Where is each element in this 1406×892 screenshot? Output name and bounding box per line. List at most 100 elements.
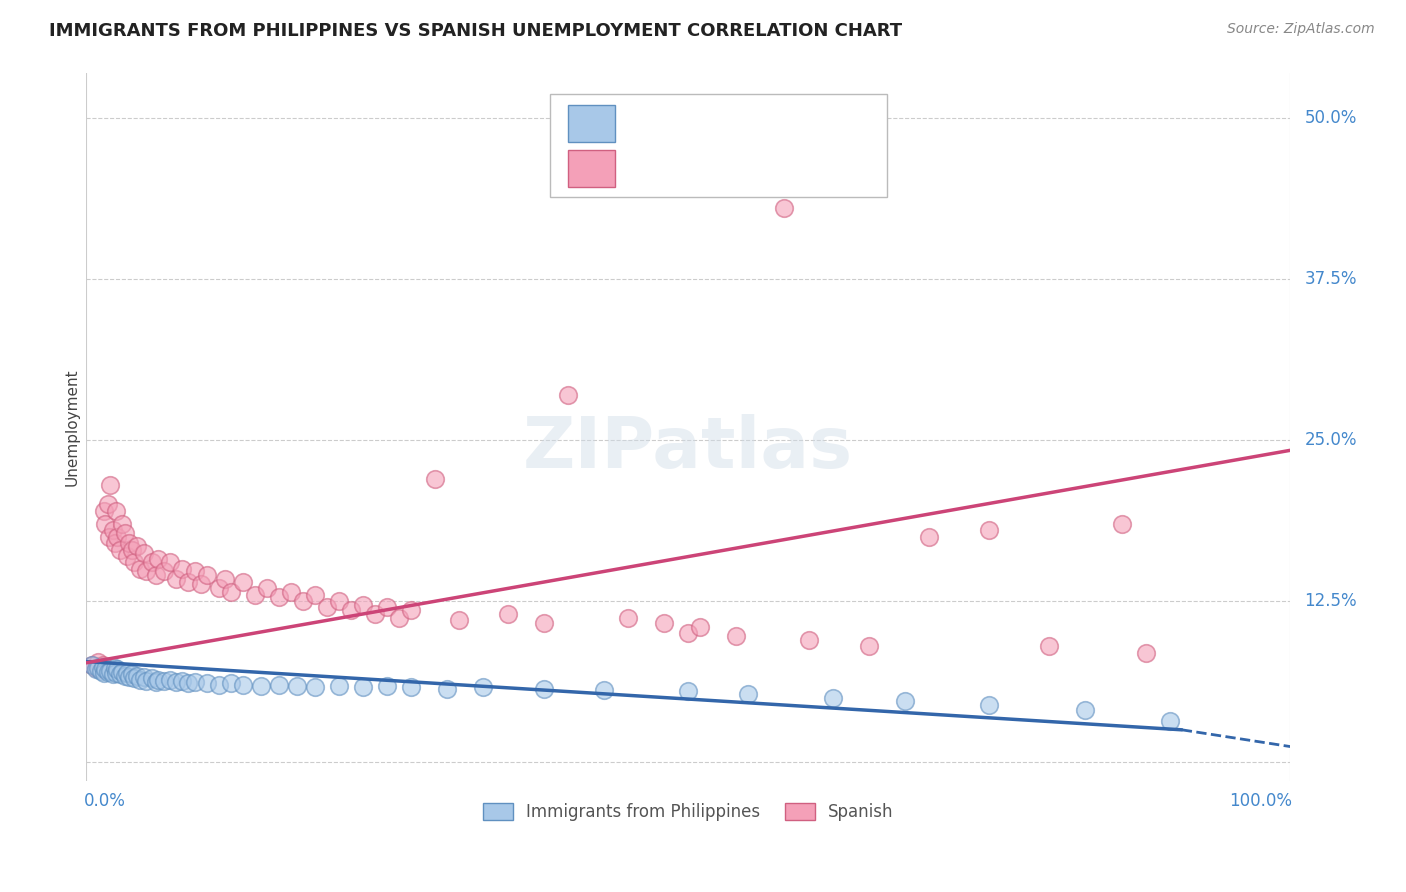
Point [94,516,117,531]
Point [557,388,579,402]
Text: 0.359: 0.359 [671,153,723,172]
Text: 50.0%: 50.0% [1305,109,1357,127]
Point [472,681,495,695]
Point [82,658,104,673]
Point [652,615,675,630]
Text: R =: R = [623,153,665,172]
Point [219,676,242,690]
Point [114,525,136,540]
Point [124,671,146,685]
Point [135,673,157,688]
Point [108,542,131,557]
Point [166,572,188,586]
Point [1074,704,1097,718]
Point [183,565,205,579]
Point [172,562,194,576]
Point [773,201,796,215]
Point [918,530,941,544]
Point [84,662,107,676]
Point [533,681,555,696]
Point [207,581,229,595]
Point [135,565,157,579]
Point [449,613,471,627]
Point [592,682,614,697]
Text: N = 72: N = 72 [752,153,810,172]
Point [93,666,115,681]
Point [107,530,129,544]
Point [737,687,759,701]
Point [352,598,374,612]
Point [132,546,155,560]
Point [111,516,134,531]
Point [280,585,302,599]
FancyBboxPatch shape [550,95,887,197]
Point [90,662,112,676]
Point [121,542,143,557]
Point [821,690,844,705]
Point [124,555,146,569]
Point [1159,714,1181,728]
Point [190,577,212,591]
Point [114,669,136,683]
Point [129,673,152,687]
Point [425,472,447,486]
Point [285,679,308,693]
Point [195,568,218,582]
Point [118,670,141,684]
Point [107,662,129,676]
Point [105,504,128,518]
Point [249,679,271,693]
Point [82,658,104,673]
Point [1111,516,1133,531]
Point [243,588,266,602]
Point [676,626,699,640]
Point [689,620,711,634]
Point [97,665,120,679]
Point [153,565,176,579]
Point [105,666,128,681]
Point [145,568,167,582]
Point [98,530,121,544]
Point [104,661,127,675]
Point [352,681,374,695]
Point [725,629,748,643]
Text: -0.499: -0.499 [671,109,730,127]
Point [388,611,411,625]
Point [141,555,163,569]
Point [399,603,422,617]
Point [121,667,143,681]
Point [104,536,127,550]
Point [267,590,290,604]
Point [141,671,163,685]
Point [145,675,167,690]
Point [328,679,350,693]
Point [797,632,820,647]
Point [340,603,363,617]
Point [166,675,188,690]
Point [101,523,124,537]
Point [177,574,200,589]
Point [91,658,114,673]
Point [676,684,699,698]
Point [894,694,917,708]
FancyBboxPatch shape [568,151,614,187]
Text: 37.5%: 37.5% [1305,270,1357,288]
Text: ZIPatlas: ZIPatlas [523,414,853,483]
Point [159,555,181,569]
Point [101,667,124,681]
Point [125,669,148,683]
Legend: Immigrants from Philippines, Spanish: Immigrants from Philippines, Spanish [474,795,903,830]
Point [153,673,176,688]
Point [125,539,148,553]
Point [399,681,422,695]
Point [256,581,278,595]
Text: 12.5%: 12.5% [1305,592,1357,610]
Point [304,588,326,602]
Point [533,615,555,630]
Point [232,678,254,692]
Point [98,664,121,678]
Text: R =: R = [623,109,659,127]
Point [364,607,387,621]
Point [93,504,115,518]
Point [214,572,236,586]
